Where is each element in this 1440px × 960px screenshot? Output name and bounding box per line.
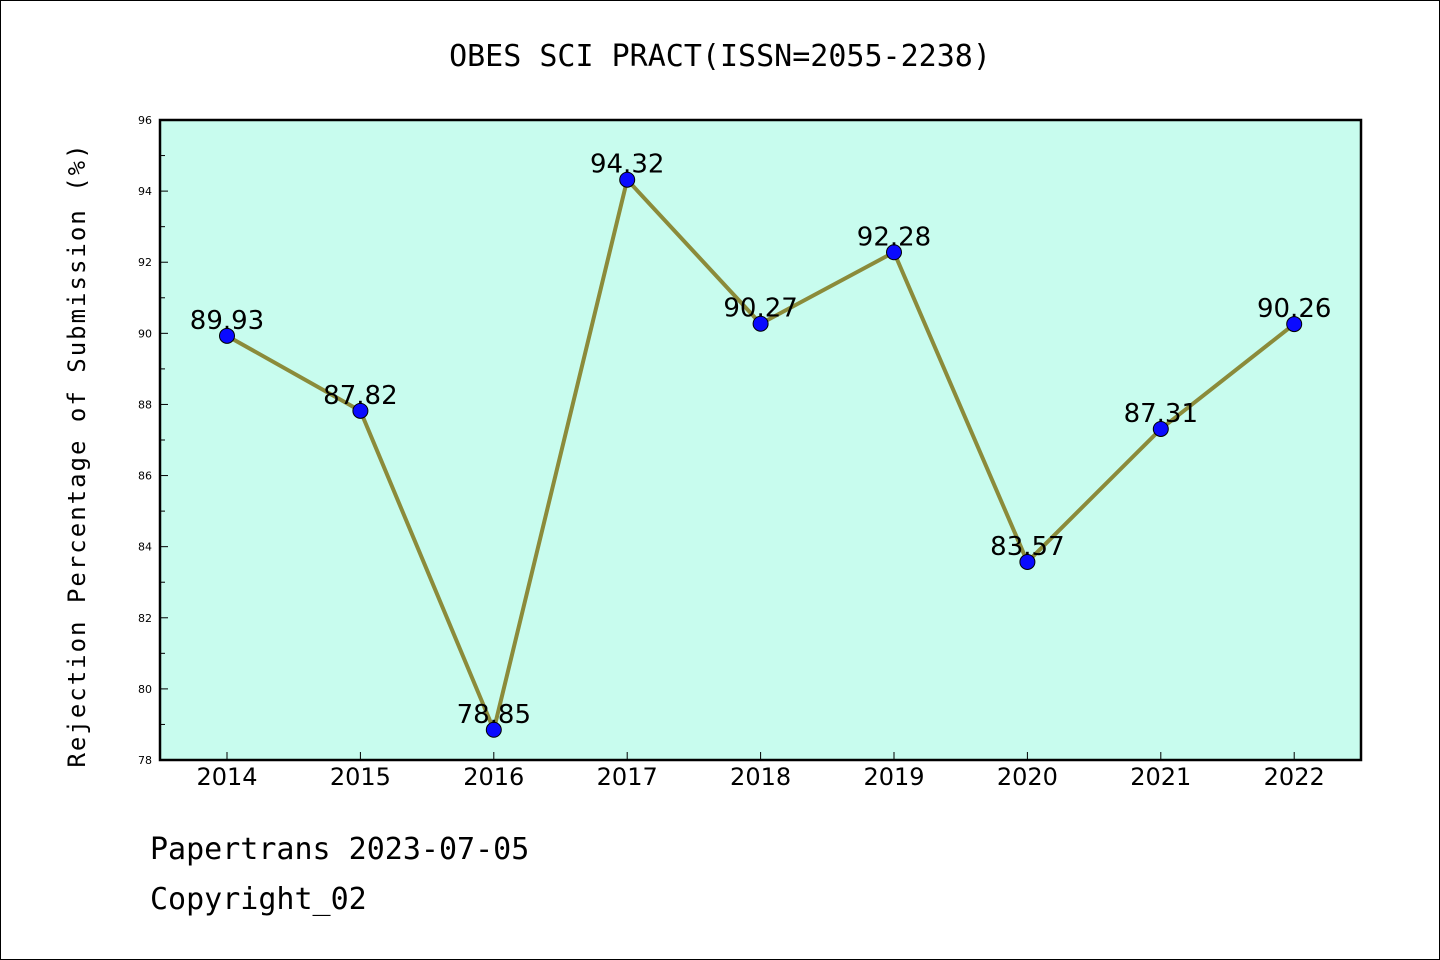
x-tick-label: 2022 bbox=[1264, 763, 1325, 791]
y-tick-label: 84 bbox=[138, 541, 152, 554]
x-tick-label: 2020 bbox=[997, 763, 1058, 791]
data-point-marker bbox=[219, 327, 235, 344]
plot-area bbox=[158, 118, 1363, 762]
chart-title: OBES SCI PRACT(ISSN=2055-2238) bbox=[449, 39, 991, 74]
data-point-marker bbox=[1152, 420, 1169, 437]
y-tick-label: 86 bbox=[138, 470, 152, 483]
x-tick-label: 2015 bbox=[330, 763, 391, 791]
y-tick-label: 94 bbox=[138, 185, 152, 198]
data-point-label: 94.32 bbox=[590, 150, 664, 180]
y-tick-label: 88 bbox=[138, 398, 152, 411]
y-tick-label: 96 bbox=[138, 114, 152, 127]
data-point-marker bbox=[485, 721, 502, 738]
data-point-marker bbox=[886, 244, 902, 261]
data-markers bbox=[219, 171, 1303, 738]
y-tick-label: 90 bbox=[138, 327, 152, 340]
footer-credit: Papertrans 2023-07-05 bbox=[150, 832, 530, 867]
data-point-label: 83.57 bbox=[990, 532, 1064, 562]
data-point-label: 78.85 bbox=[457, 700, 531, 730]
y-tick-label: 92 bbox=[138, 256, 152, 269]
x-axis: 2014 2015 2016 2017 2018 2019 2020 2021 2022 bbox=[196, 752, 1325, 791]
x-tick-label: 2021 bbox=[1130, 763, 1191, 791]
data-point-label: 89.93 bbox=[190, 306, 264, 336]
data-point-marker bbox=[1019, 553, 1036, 570]
data-point-label: 87.31 bbox=[1124, 399, 1198, 429]
data-point-marker bbox=[752, 315, 769, 332]
x-tick-label: 2017 bbox=[597, 763, 658, 791]
y-axis: 78 80 82 84 86 88 90 92 94 96 bbox=[138, 114, 168, 767]
x-tick-label: 2018 bbox=[730, 763, 791, 791]
data-labels: 89.93 87.82 78.85 94.32 90.27 92.28 83.57 87.31… bbox=[190, 150, 1332, 730]
data-point-label: 90.27 bbox=[723, 294, 797, 324]
y-tick-label: 82 bbox=[138, 612, 152, 625]
x-tick-label: 2014 bbox=[196, 763, 257, 791]
y-tick-label: 78 bbox=[138, 754, 152, 767]
footer-copyright: Copyright_02 bbox=[150, 882, 367, 917]
data-point-marker bbox=[352, 402, 369, 419]
x-tick-label: 2019 bbox=[863, 763, 924, 791]
y-tick-label: 80 bbox=[138, 683, 152, 696]
data-point-marker bbox=[619, 171, 636, 188]
y-axis-label: Rejection Percentage of Submission (%) bbox=[63, 142, 91, 767]
data-point-label: 90.26 bbox=[1257, 294, 1331, 324]
data-point-marker bbox=[1286, 316, 1303, 333]
x-tick-label: 2016 bbox=[463, 763, 524, 791]
data-point-label: 92.28 bbox=[857, 222, 931, 252]
data-point-label: 87.82 bbox=[323, 381, 397, 411]
